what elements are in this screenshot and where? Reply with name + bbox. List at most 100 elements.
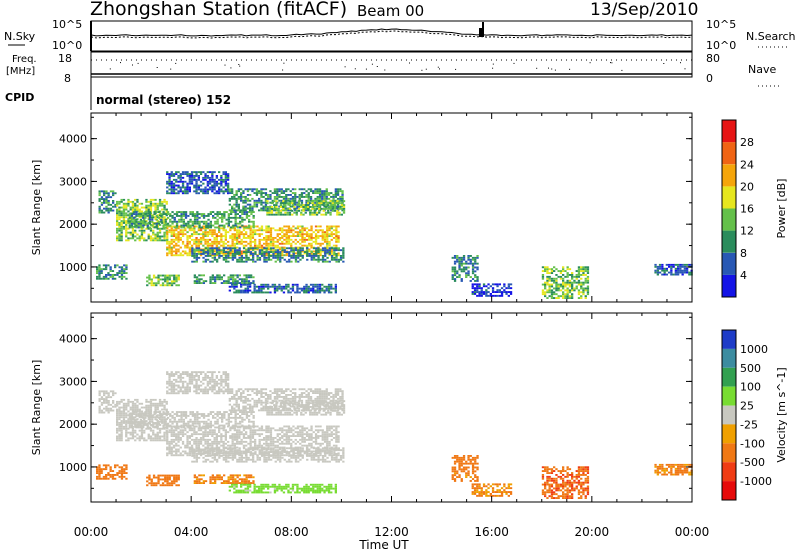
data-cell bbox=[186, 431, 189, 434]
data-cell bbox=[559, 270, 563, 272]
data-cell bbox=[276, 253, 280, 255]
data-cell bbox=[170, 433, 173, 436]
data-cell bbox=[319, 425, 322, 428]
data-cell bbox=[233, 238, 236, 241]
data-cell bbox=[296, 235, 300, 237]
data-cell bbox=[291, 200, 294, 203]
data-cell bbox=[249, 429, 252, 432]
data-cell bbox=[462, 256, 466, 259]
data-cell bbox=[180, 211, 183, 213]
data-cell bbox=[116, 410, 119, 413]
data-cell bbox=[240, 196, 243, 198]
data-cell bbox=[326, 440, 329, 443]
data-cell bbox=[118, 229, 121, 232]
data-cell bbox=[193, 255, 196, 257]
data-cell bbox=[218, 186, 221, 189]
data-cell bbox=[116, 227, 119, 230]
data-cell bbox=[158, 202, 162, 205]
data-cell bbox=[240, 258, 243, 261]
data-cell bbox=[242, 196, 245, 198]
data-cell bbox=[122, 410, 126, 413]
data-cell bbox=[251, 440, 255, 443]
data-cell bbox=[189, 218, 192, 221]
data-cell bbox=[233, 237, 236, 239]
data-cell bbox=[242, 435, 246, 437]
data-cell bbox=[129, 408, 132, 411]
data-cell bbox=[220, 278, 223, 281]
data-cell bbox=[147, 227, 150, 230]
data-cell bbox=[326, 242, 329, 245]
data-cell bbox=[138, 208, 141, 211]
data-cell bbox=[158, 402, 162, 405]
data-cell bbox=[282, 190, 286, 193]
data-cell bbox=[197, 450, 200, 453]
data-cell bbox=[233, 229, 236, 232]
data-cell bbox=[202, 431, 205, 434]
data-cell bbox=[327, 211, 330, 214]
data-cell bbox=[473, 291, 477, 293]
data-cell bbox=[163, 431, 166, 434]
data-cell bbox=[291, 213, 294, 216]
data-cell bbox=[181, 182, 185, 185]
data-cell bbox=[324, 207, 328, 210]
data-cell bbox=[550, 277, 554, 280]
data-cell bbox=[269, 433, 273, 436]
data-cell bbox=[206, 176, 209, 179]
data-cell bbox=[195, 242, 198, 245]
data-cell bbox=[467, 256, 470, 259]
data-cell bbox=[173, 276, 176, 279]
data-cell bbox=[233, 283, 236, 286]
data-cell bbox=[163, 220, 166, 222]
data-cell bbox=[140, 402, 144, 405]
data-cell bbox=[221, 215, 224, 217]
data-cell bbox=[281, 442, 284, 445]
data-cell bbox=[211, 184, 214, 187]
data-cell bbox=[149, 200, 153, 203]
data-cell bbox=[195, 280, 199, 283]
data-cell bbox=[284, 202, 287, 205]
data-cell bbox=[274, 440, 277, 443]
data-cell bbox=[337, 254, 340, 257]
data-cell bbox=[485, 291, 488, 293]
data-cell bbox=[241, 211, 244, 213]
data-cell bbox=[234, 222, 237, 225]
data-cell bbox=[227, 244, 230, 247]
data-cell bbox=[273, 196, 277, 198]
data-cell bbox=[148, 422, 152, 425]
data-cell bbox=[293, 211, 296, 214]
data-cell bbox=[550, 285, 554, 288]
data-cell bbox=[302, 204, 305, 206]
data-cell bbox=[169, 224, 172, 227]
data-cell bbox=[107, 394, 110, 397]
data-cell bbox=[235, 201, 238, 204]
data-cell bbox=[116, 216, 119, 219]
data-cell bbox=[166, 237, 169, 239]
data-cell bbox=[177, 450, 180, 453]
data-cell bbox=[98, 277, 101, 280]
data-cell bbox=[312, 258, 316, 261]
data-cell bbox=[269, 240, 273, 243]
data-cell bbox=[231, 205, 234, 208]
data-cell bbox=[163, 422, 166, 424]
data-cell bbox=[116, 437, 119, 440]
data-cell bbox=[566, 268, 569, 271]
data-cell bbox=[245, 226, 249, 229]
data-cell bbox=[316, 205, 319, 208]
data-cell bbox=[143, 406, 146, 409]
data-cell bbox=[227, 213, 230, 215]
data-cell bbox=[287, 237, 291, 239]
data-cell bbox=[155, 284, 158, 287]
data-cell bbox=[218, 213, 221, 215]
data-cell bbox=[107, 401, 110, 404]
data-cell bbox=[310, 256, 313, 259]
data-cell bbox=[120, 268, 124, 271]
data-cell bbox=[166, 437, 169, 439]
data-cell bbox=[234, 215, 237, 217]
data-cell bbox=[118, 439, 121, 442]
data-cell bbox=[172, 425, 176, 428]
data-cell bbox=[222, 429, 225, 432]
data-cell bbox=[245, 240, 248, 243]
data-cell bbox=[177, 240, 180, 243]
data-cell bbox=[197, 247, 201, 250]
data-cell bbox=[116, 420, 119, 422]
